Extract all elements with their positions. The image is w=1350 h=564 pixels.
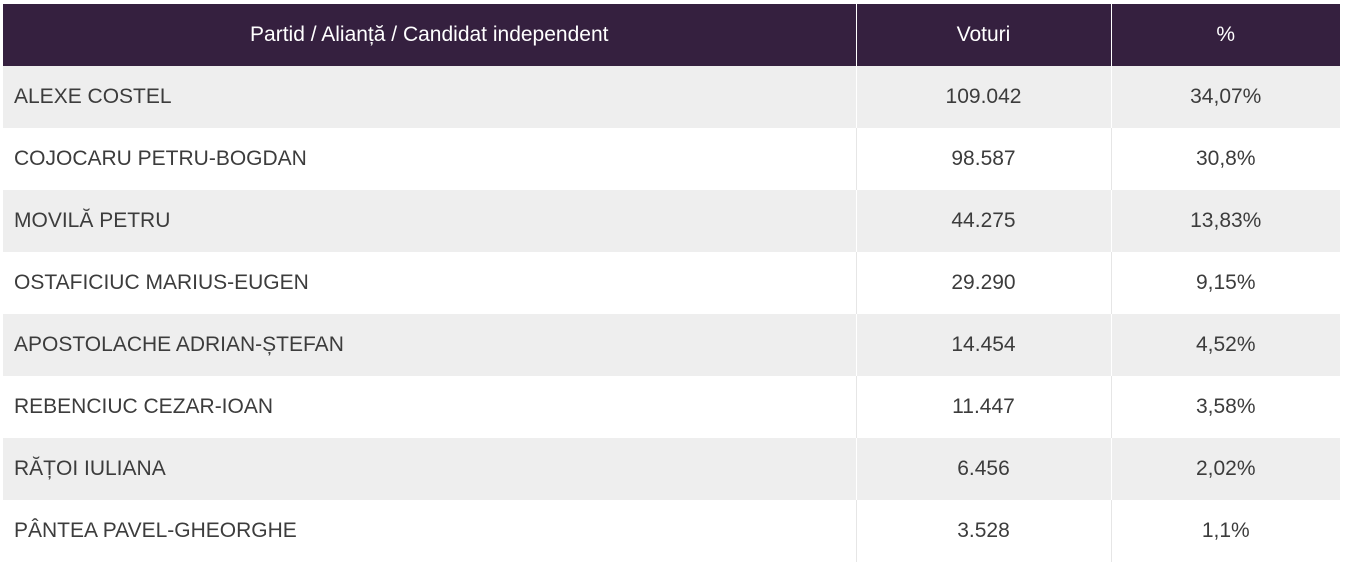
percent-cell: 30,8% xyxy=(1111,128,1340,190)
candidate-name-cell: APOSTOLACHE ADRIAN-ȘTEFAN xyxy=(3,314,857,376)
percent-cell: 34,07% xyxy=(1111,66,1340,128)
percent-cell: 1,1% xyxy=(1111,500,1340,562)
table-row: ALEXE COSTEL 109.042 34,07% xyxy=(3,66,1340,128)
candidate-name-cell: MOVILĂ PETRU xyxy=(3,190,857,252)
column-header-party[interactable]: Partid / Alianță / Candidat independent xyxy=(3,4,857,66)
percent-cell: 2,02% xyxy=(1111,438,1340,500)
table-row: MOVILĂ PETRU 44.275 13,83% xyxy=(3,190,1340,252)
votes-cell: 29.290 xyxy=(856,252,1112,314)
table-row: RĂȚOI IULIANA 6.456 2,02% xyxy=(3,438,1340,500)
percent-cell: 3,58% xyxy=(1111,376,1340,438)
table-row: COJOCARU PETRU-BOGDAN 98.587 30,8% xyxy=(3,128,1340,190)
votes-cell: 6.456 xyxy=(856,438,1112,500)
column-header-percent[interactable]: % xyxy=(1111,4,1340,66)
candidate-name-cell: OSTAFICIUC MARIUS-EUGEN xyxy=(3,252,857,314)
percent-cell: 9,15% xyxy=(1111,252,1340,314)
votes-cell: 14.454 xyxy=(856,314,1112,376)
column-header-votes[interactable]: Voturi xyxy=(856,4,1112,66)
candidate-name-cell: RĂȚOI IULIANA xyxy=(3,438,857,500)
table-row: APOSTOLACHE ADRIAN-ȘTEFAN 14.454 4,52% xyxy=(3,314,1340,376)
table-header: Partid / Alianță / Candidat independent … xyxy=(3,4,1340,66)
percent-cell: 4,52% xyxy=(1111,314,1340,376)
election-results-table: Partid / Alianță / Candidat independent … xyxy=(3,4,1340,562)
candidate-name-cell: ALEXE COSTEL xyxy=(3,66,857,128)
votes-cell: 3.528 xyxy=(856,500,1112,562)
votes-cell: 98.587 xyxy=(856,128,1112,190)
votes-cell: 109.042 xyxy=(856,66,1112,128)
table-row: OSTAFICIUC MARIUS-EUGEN 29.290 9,15% xyxy=(3,252,1340,314)
percent-cell: 13,83% xyxy=(1111,190,1340,252)
table-row: REBENCIUC CEZAR-IOAN 11.447 3,58% xyxy=(3,376,1340,438)
votes-cell: 11.447 xyxy=(856,376,1112,438)
results-table-container: Partid / Alianță / Candidat independent … xyxy=(3,4,1340,562)
candidate-name-cell: PÂNTEA PAVEL-GHEORGHE xyxy=(3,500,857,562)
votes-cell: 44.275 xyxy=(856,190,1112,252)
header-row: Partid / Alianță / Candidat independent … xyxy=(3,4,1340,66)
candidate-name-cell: COJOCARU PETRU-BOGDAN xyxy=(3,128,857,190)
table-row: PÂNTEA PAVEL-GHEORGHE 3.528 1,1% xyxy=(3,500,1340,562)
candidate-name-cell: REBENCIUC CEZAR-IOAN xyxy=(3,376,857,438)
table-body: ALEXE COSTEL 109.042 34,07% COJOCARU PET… xyxy=(3,66,1340,562)
